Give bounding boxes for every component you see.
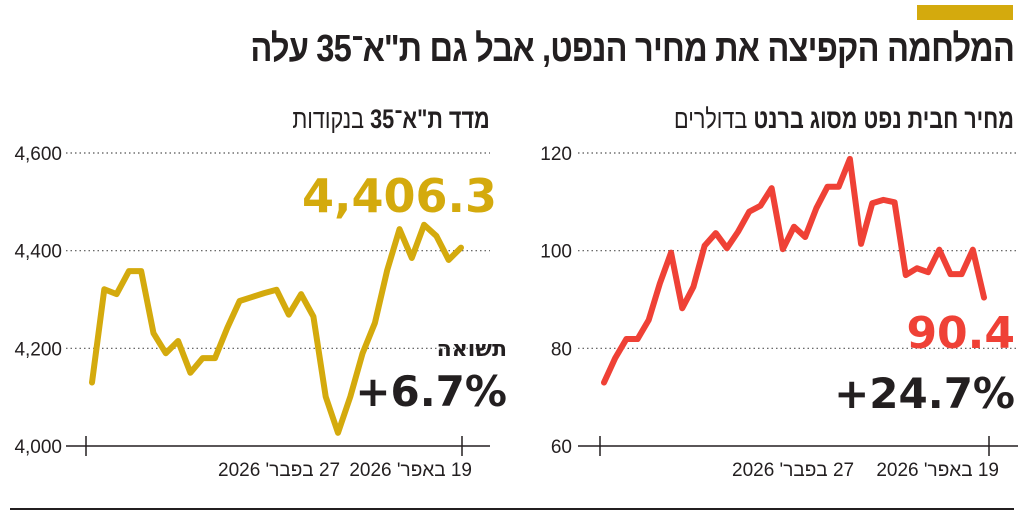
brent-xtick-label: 27 בפבר' 2026 bbox=[732, 460, 854, 481]
ta35-chart-title: מדד ת"א־35 בנקודות bbox=[293, 104, 490, 135]
ta35-return-label: תשואה bbox=[437, 337, 507, 362]
brent-return-value: +24.7% bbox=[834, 369, 1015, 418]
brent-xtick-label: 19 באפר' 2026 bbox=[876, 460, 999, 481]
brent-title-main: מחיר חבית נפט מסוג ברנט bbox=[753, 104, 1014, 134]
ta35-return-value: +6.7% bbox=[355, 367, 507, 416]
ta35-ytick-label: 4,000 bbox=[14, 437, 62, 458]
ta35-title-unit: בנקודות bbox=[292, 104, 365, 134]
ta35-title-main: מדד ת"א־35 bbox=[370, 104, 490, 134]
bottom-rule bbox=[10, 508, 1014, 510]
accent-bar bbox=[917, 5, 1013, 20]
brent-ytick-label: 120 bbox=[540, 144, 572, 165]
brent-ytick-label: 100 bbox=[540, 242, 572, 263]
ta35-xtick-label: 19 באפר' 2026 bbox=[349, 460, 472, 481]
brent-ytick-label: 80 bbox=[551, 339, 572, 360]
brent-last-value: 90.4 bbox=[906, 308, 1015, 359]
ta35-ytick-label: 4,600 bbox=[14, 144, 62, 165]
ta35-ytick-label: 4,200 bbox=[14, 339, 62, 360]
brent-title-unit: בדולרים bbox=[674, 104, 748, 134]
page-title: המלחמה הקפיצה את מחיר הנפט, אבל גם ת"א־3… bbox=[250, 28, 1015, 70]
ta35-last-value: 4,406.3 bbox=[302, 169, 497, 223]
brent-chart-title: מחיר חבית נפט מסוג ברנט בדולרים bbox=[674, 104, 1014, 135]
brent-ytick-label: 60 bbox=[551, 437, 572, 458]
ta35-ytick-label: 4,400 bbox=[14, 242, 62, 263]
ta35-xtick-label: 27 בפבר' 2026 bbox=[218, 460, 340, 481]
